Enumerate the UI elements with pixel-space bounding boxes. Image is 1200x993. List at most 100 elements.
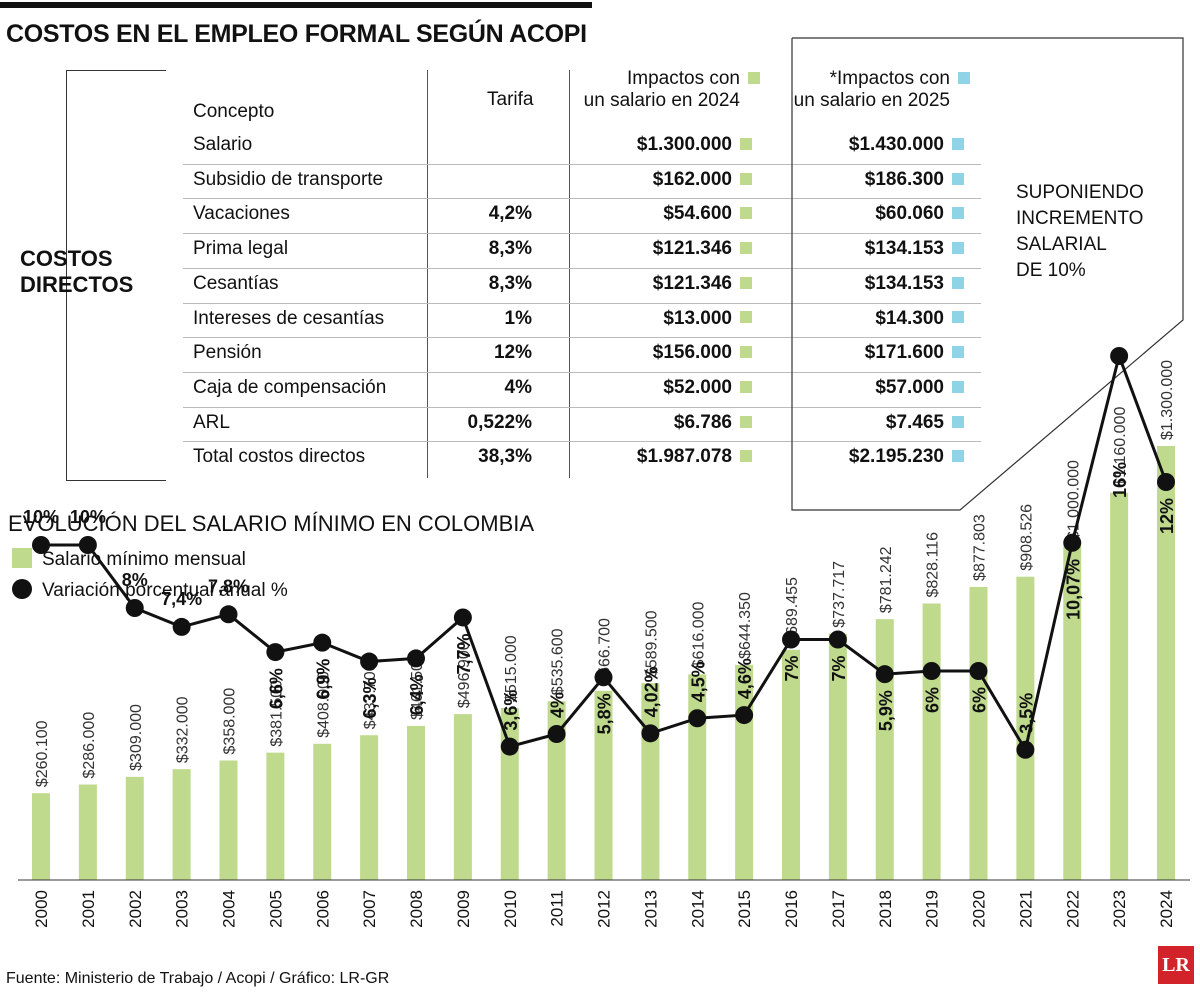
swatch-2025: [952, 311, 964, 324]
variation-point: [688, 709, 707, 728]
salary-label: $689.455: [784, 577, 801, 644]
value-2024: $52.000: [663, 376, 732, 398]
row-concepto: Subsidio de transporte: [193, 168, 384, 190]
row-concepto: Prima legal: [193, 238, 289, 260]
row-value-2025: $14.300: [780, 307, 964, 331]
swatch-2025: [952, 450, 964, 463]
salary-bar: [828, 633, 847, 880]
row-divider: [183, 198, 981, 200]
salary-label: $408.000: [315, 671, 332, 738]
row-divider: [183, 371, 981, 373]
source-note: Fuente: Ministerio de Trabajo / Acopi / …: [6, 970, 390, 987]
variation-point: [875, 665, 894, 684]
swatch-2024: [740, 242, 752, 255]
variation-label: 6%: [923, 687, 943, 713]
value-2024: $6.786: [673, 411, 732, 433]
value-2024: $162.000: [652, 168, 732, 190]
swatch-2024: [740, 346, 752, 359]
variation-point: [266, 643, 285, 662]
salary-bar: [688, 674, 707, 880]
legend-dot-marker: [12, 578, 32, 599]
variation-point: [500, 737, 519, 756]
salary-bar: [594, 690, 613, 880]
row-tarifa: 4%: [504, 376, 532, 398]
salary-label: $589.500: [643, 610, 660, 677]
year-tick-label: 2000: [32, 890, 51, 928]
row-concepto: Caja de compensación: [193, 376, 387, 398]
variation-label: 3,6%: [501, 690, 521, 731]
salary-label: $309.000: [128, 704, 145, 771]
variation-point: [172, 617, 191, 636]
variation-label: 6,6%: [266, 668, 286, 709]
variation-point: [594, 668, 613, 687]
row-concepto: Salario: [193, 134, 253, 155]
row-value-2024: $6.786: [580, 411, 752, 435]
value-2025: $186.300: [864, 168, 944, 190]
row-divider: [183, 441, 981, 443]
swatch-2025: [952, 137, 964, 150]
row-divider: [183, 163, 981, 165]
swatch-2025: [952, 207, 964, 220]
salary-bar: [547, 701, 566, 880]
year-tick-label: 2016: [782, 890, 801, 928]
year-tick-label: 2003: [173, 890, 192, 928]
row-concepto: Intereses de cesantías: [193, 307, 385, 329]
salary-bar: [1063, 546, 1082, 880]
variation-point: [547, 725, 566, 743]
header-concepto: Concepto: [193, 101, 275, 122]
year-tick-label: 2015: [735, 890, 754, 928]
year-tick-label: 2018: [876, 890, 895, 928]
swatch-2025: [952, 242, 964, 255]
row-tarifa: 8,3%: [488, 272, 532, 294]
year-tick-label: 2020: [970, 890, 989, 928]
variation-label: 6%: [970, 687, 990, 713]
row-divider: [183, 302, 981, 304]
value-2025: $2.195.230: [848, 446, 944, 468]
year-tick-label: 2006: [313, 890, 332, 928]
salary-bar: [32, 793, 50, 880]
row-divider: [183, 267, 981, 269]
row-value-2024: $121.346: [580, 237, 752, 261]
year-tick-label: 2021: [1016, 890, 1035, 928]
year-tick-label: 2012: [595, 890, 614, 928]
variation-point: [1110, 347, 1129, 365]
value-2025: $14.300: [875, 307, 944, 329]
bracket-bottom: [66, 480, 166, 481]
variation-label: 10%: [70, 507, 106, 527]
variation-label: 10,07%: [1063, 559, 1083, 620]
year-tick-label: 2010: [501, 890, 520, 928]
variation-point: [1157, 473, 1175, 491]
salary-label: $781.242: [878, 546, 895, 613]
year-tick-label: 2024: [1157, 890, 1176, 928]
row-value-2024: $162.000: [580, 168, 752, 192]
year-tick-label: 2002: [126, 890, 145, 928]
salary-bar: [922, 603, 941, 880]
salary-bar: [125, 776, 144, 880]
variation-label: 3,5%: [1016, 693, 1036, 734]
row-value-2024: $1.300.000: [580, 133, 752, 157]
variation-line: [41, 350, 1168, 754]
swatch-2024: [740, 380, 752, 393]
variation-point: [360, 652, 379, 671]
swatch-2025: [952, 415, 964, 428]
salary-bar: [453, 714, 472, 880]
value-2025: $134.153: [864, 238, 944, 260]
salary-bar: [782, 649, 800, 880]
variation-label: 12%: [1157, 498, 1177, 534]
row-tarifa: 12%: [493, 342, 532, 364]
year-tick-label: 2001: [79, 890, 98, 928]
row-concepto: ARL: [193, 411, 230, 433]
row-value-2025: $2.195.230: [780, 445, 964, 469]
value-2025: $171.600: [864, 342, 944, 364]
row-value-2025: $171.600: [780, 341, 964, 365]
swatch-2025: [952, 172, 964, 185]
variation-point: [453, 608, 472, 627]
row-value-2024: $13.000: [580, 307, 752, 331]
variation-label: 4,6%: [735, 658, 755, 699]
salary-label: $828.116: [925, 532, 942, 598]
salary-bar: [219, 760, 238, 880]
row-concepto: Cesantías: [193, 272, 279, 294]
row-divider: [183, 406, 981, 408]
year-tick-label: 2023: [1110, 890, 1129, 928]
